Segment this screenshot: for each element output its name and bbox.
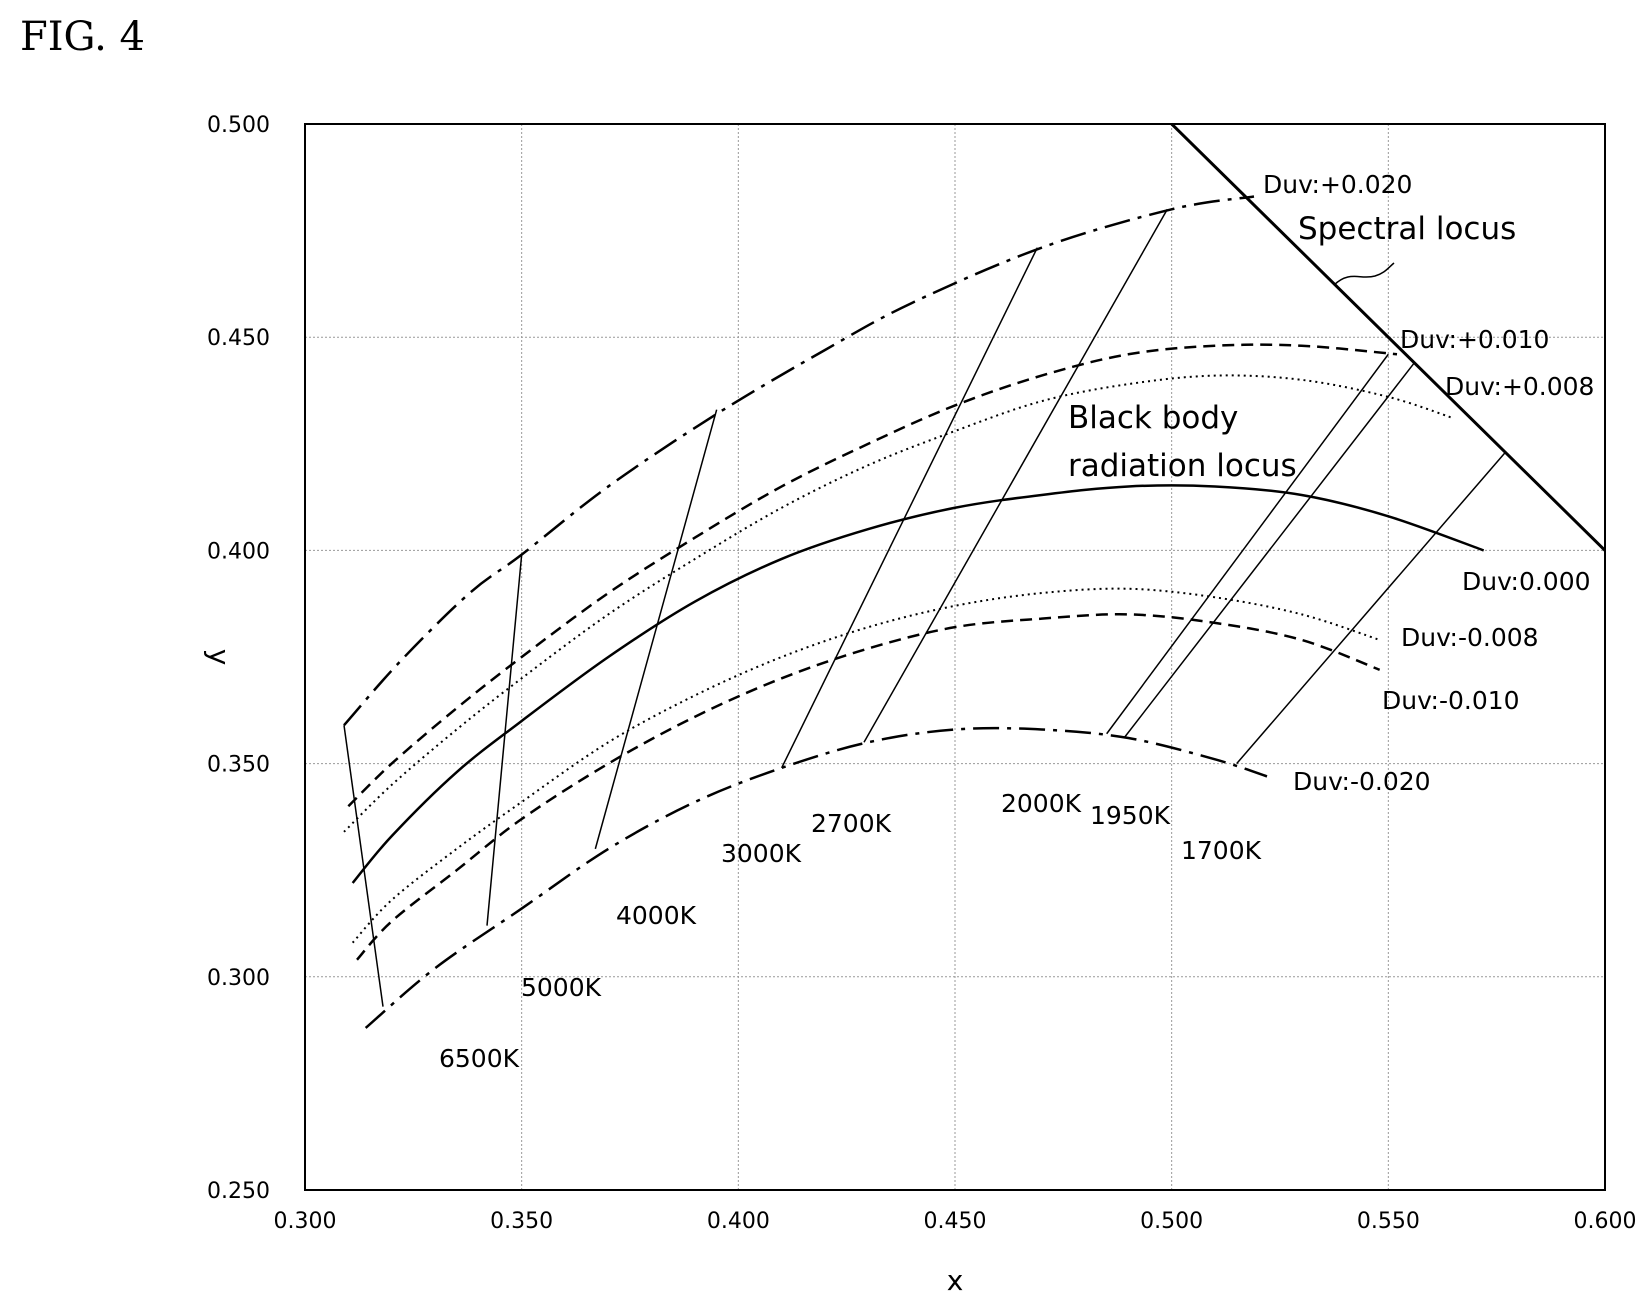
isotherm-1700k xyxy=(1236,451,1506,765)
y-tick-label: 0.250 xyxy=(207,1179,270,1204)
temp-label-4000k: 4000K xyxy=(616,901,697,930)
temp-label-2000k: 2000K xyxy=(1001,789,1082,818)
y-tick-label: 0.350 xyxy=(207,753,270,778)
y-tick-label: 0.500 xyxy=(207,113,270,138)
isotherm-5000k xyxy=(486,554,523,926)
label-spectral-locus: Spectral locus xyxy=(1298,211,1516,247)
label-duv-minus-0020: Duv:-0.020 xyxy=(1293,767,1431,796)
x-tick-label: 0.400 xyxy=(707,1209,770,1234)
y-axis-label: y xyxy=(203,649,236,666)
label-duv-plus-0008: Duv:+0.008 xyxy=(1445,372,1594,401)
series-duv-0-010 xyxy=(347,343,1398,808)
label-duv-minus-0010: Duv:-0.010 xyxy=(1382,686,1520,715)
isotherm-6500k xyxy=(343,725,384,1007)
series-duv-0-008 xyxy=(351,587,1380,944)
grid-lines xyxy=(305,124,1605,1190)
series-duv-0-020 xyxy=(343,195,1255,727)
x-tick-label: 0.450 xyxy=(924,1209,987,1234)
y-tick-label: 0.450 xyxy=(207,326,270,351)
label-black-body-line2: radiation locus xyxy=(1068,448,1297,484)
y-tick-labels: 0.250 0.300 0.350 0.400 0.450 0.500 xyxy=(207,113,270,1204)
x-tick-label: 0.550 xyxy=(1357,1209,1420,1234)
y-tick-label: 0.400 xyxy=(207,539,270,564)
temp-label-6500k: 6500K xyxy=(439,1044,520,1073)
x-tick-label: 0.600 xyxy=(1574,1209,1637,1234)
figure-label: FIG. 4 xyxy=(20,14,145,60)
isotherm-4000k xyxy=(594,409,718,850)
isotherm-2700k xyxy=(863,208,1168,743)
temperature-labels: 6500K 5000K 4000K 3000K 2700K 2000K 1950K 1700K xyxy=(439,789,1262,1073)
x-tick-label: 0.500 xyxy=(1140,1209,1203,1234)
label-duv-plus-0020: Duv:+0.020 xyxy=(1263,170,1412,199)
series-spectral-locus xyxy=(1170,122,1607,552)
isotherm-3000k xyxy=(780,247,1039,769)
temp-label-1950k: 1950K xyxy=(1090,801,1171,830)
label-black-body-line1: Black body xyxy=(1068,400,1238,436)
isotherm-2000k xyxy=(1106,353,1389,735)
label-duv-minus-0008: Duv:-0.008 xyxy=(1401,623,1539,652)
label-duv-0000: Duv:0.000 xyxy=(1462,567,1591,596)
temp-label-5000k: 5000K xyxy=(521,973,602,1002)
temp-label-1700k: 1700K xyxy=(1181,836,1262,865)
series-duv-0-020 xyxy=(364,726,1268,1029)
temp-label-2700k: 2700K xyxy=(811,809,892,838)
spectral-locus-leader xyxy=(1333,262,1395,286)
isotherm-1950k xyxy=(1123,362,1415,739)
x-tick-label: 0.350 xyxy=(490,1209,553,1234)
label-duv-plus-0010: Duv:+0.010 xyxy=(1400,325,1549,354)
temp-label-3000k: 3000K xyxy=(721,839,802,868)
series-layer xyxy=(343,122,1607,1029)
series-duv-0-010 xyxy=(356,612,1381,961)
x-tick-label: 0.300 xyxy=(274,1209,337,1234)
y-tick-label: 0.300 xyxy=(207,966,270,991)
plot-frame xyxy=(304,123,1606,1191)
series-duv-0-000 xyxy=(351,484,1485,884)
annotation-layer: Duv:+0.020 Spectral locus Duv:+0.010 Duv… xyxy=(1068,170,1594,796)
x-axis-label: x xyxy=(947,1264,964,1297)
isotherm-layer xyxy=(343,208,1506,1007)
x-tick-labels: 0.300 0.350 0.400 0.450 0.500 0.550 0.600 xyxy=(274,1209,1637,1234)
